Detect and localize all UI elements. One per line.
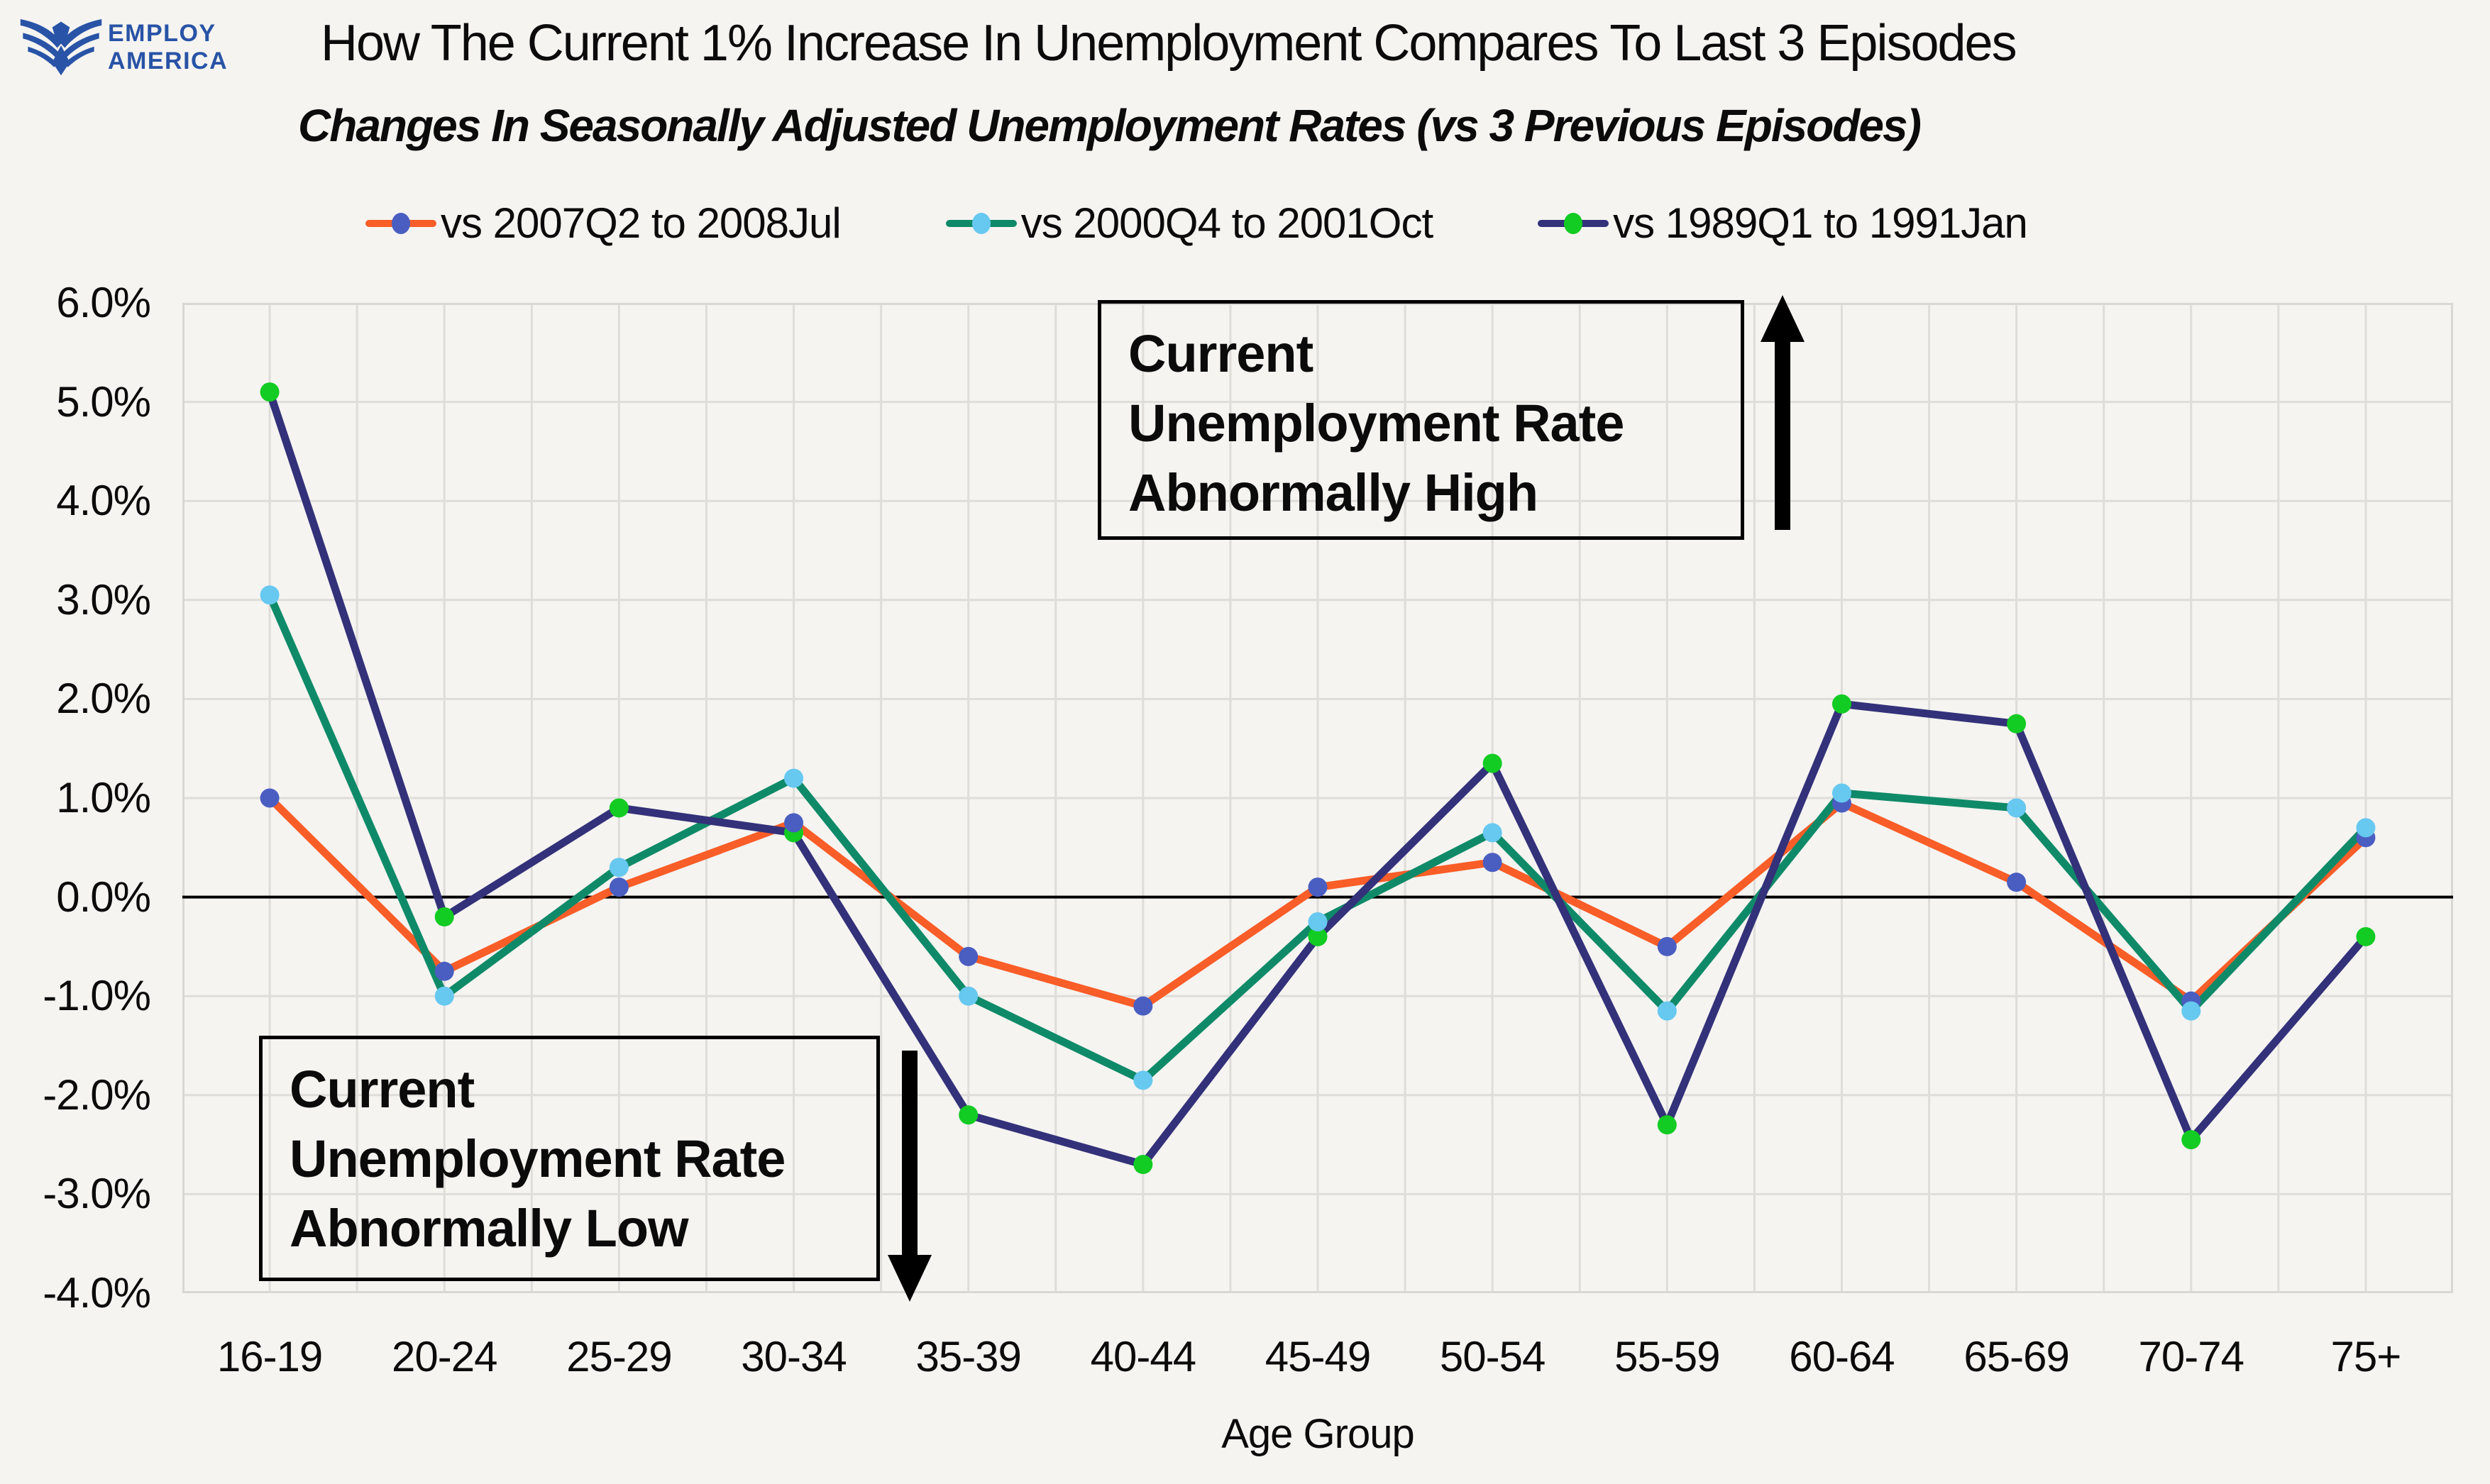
data-point <box>609 877 629 897</box>
data-point <box>2181 1130 2201 1150</box>
x-tick-label: 55-59 <box>1614 1333 1720 1380</box>
y-tick-label: -3.0% <box>43 1170 151 1218</box>
logo-line1: EMPLOY <box>108 20 216 47</box>
down-arrow-icon <box>888 1051 932 1302</box>
x-tick-label: 60-64 <box>1789 1333 1895 1380</box>
data-point <box>1657 936 1677 956</box>
y-tick-label: 0.0% <box>56 873 151 921</box>
data-point <box>434 907 454 927</box>
legend-swatch-icon <box>945 212 1017 234</box>
y-tick-label: 5.0% <box>56 377 151 426</box>
data-point <box>1482 823 1502 843</box>
legend-item-2000q4-2001oct[interactable]: vs 2000Q4 to 2001Oct <box>945 199 1433 248</box>
y-tick-label: 3.0% <box>56 575 151 624</box>
x-tick-label: 45-49 <box>1265 1333 1371 1380</box>
data-point <box>1133 1155 1153 1175</box>
data-point <box>2007 714 2027 733</box>
data-point <box>434 986 454 1006</box>
data-point <box>434 961 454 981</box>
annotation-line: Abnormally High <box>1128 463 1538 522</box>
data-point <box>260 788 280 808</box>
data-point <box>2181 1001 2201 1021</box>
data-point <box>1482 853 1502 873</box>
page-title: How The Current 1% Increase In Unemploym… <box>321 15 2017 72</box>
x-tick-label: 16-19 <box>216 1333 323 1380</box>
data-point <box>959 1105 979 1125</box>
data-point <box>609 798 629 818</box>
data-point <box>959 986 979 1006</box>
x-tick-label: 25-29 <box>566 1333 672 1380</box>
data-point <box>1308 926 1328 946</box>
data-point <box>784 813 804 833</box>
x-tick-label: 75+ <box>2330 1333 2402 1380</box>
x-tick-label: 50-54 <box>1439 1333 1546 1380</box>
employ-america-logo-icon <box>20 19 102 76</box>
data-point <box>1308 912 1328 931</box>
y-tick-label: 2.0% <box>56 675 151 723</box>
up-arrow-icon <box>1761 295 1805 530</box>
x-tick-label: 30-34 <box>741 1333 847 1380</box>
line-chart-plot <box>182 303 2453 1293</box>
data-point <box>1657 1001 1677 1021</box>
y-tick-label: -2.0% <box>43 1070 151 1119</box>
annotation-abnormally-low: Current Unemployment Rate Abnormally Low <box>259 1036 880 1281</box>
legend-swatch-icon <box>365 212 436 234</box>
x-tick-label: 70-74 <box>2138 1333 2244 1380</box>
data-point <box>260 585 280 605</box>
data-point <box>2356 818 2376 838</box>
data-point <box>1482 753 1502 773</box>
data-point <box>959 946 979 966</box>
y-tick-label: 6.0% <box>56 279 151 326</box>
data-point <box>609 858 629 877</box>
chart-legend: vs 2007Q2 to 2008Jul vs 2000Q4 to 2001Oc… <box>365 199 2028 248</box>
data-point <box>1308 877 1328 897</box>
x-tick-label: 40-44 <box>1090 1333 1196 1380</box>
legend-label: vs 1989Q1 to 1991Jan <box>1613 199 2028 247</box>
annotation-line: Current <box>290 1060 475 1119</box>
logo-line2: AMERICA <box>108 48 228 74</box>
x-tick-label: 20-24 <box>391 1333 497 1380</box>
legend-item-1989q1-1991jan[interactable]: vs 1989Q1 to 1991Jan <box>1538 199 2028 248</box>
x-axis-title: Age Group <box>1221 1411 1415 1457</box>
employ-america-logo-text: EMPLOY AMERICA <box>108 21 228 73</box>
annotation-line: Abnormally Low <box>290 1199 689 1258</box>
annotation-line: Unemployment Rate <box>1128 394 1624 453</box>
data-point <box>260 382 280 402</box>
legend-swatch-icon <box>1538 212 1609 234</box>
data-point <box>1831 694 1851 714</box>
data-point <box>1133 1070 1153 1090</box>
legend-label: vs 2007Q2 to 2008Jul <box>441 199 842 247</box>
x-tick-label: 35-39 <box>915 1333 1021 1380</box>
y-tick-label: -4.0% <box>43 1269 151 1317</box>
chart-subtitle: Changes In Seasonally Adjusted Unemploym… <box>298 100 1922 151</box>
legend-label: vs 2000Q4 to 2001Oct <box>1020 199 1433 247</box>
x-tick-label: 65-69 <box>1963 1333 2069 1380</box>
data-point <box>784 768 804 788</box>
y-tick-label: -1.0% <box>43 972 151 1020</box>
data-point <box>1657 1115 1677 1135</box>
y-tick-label: 4.0% <box>56 477 151 525</box>
annotation-line: Current <box>1128 324 1313 383</box>
data-point <box>1831 783 1851 803</box>
data-point <box>1133 996 1153 1016</box>
data-point <box>2007 798 2027 818</box>
data-point <box>2356 926 2376 946</box>
legend-item-2007q2-2008jul[interactable]: vs 2007Q2 to 2008Jul <box>365 199 842 248</box>
annotation-line: Unemployment Rate <box>290 1129 786 1188</box>
data-point <box>2007 873 2027 892</box>
y-tick-label: 1.0% <box>56 774 151 821</box>
plot-border <box>182 303 2453 1293</box>
annotation-abnormally-high: Current Unemployment Rate Abnormally Hig… <box>1098 300 1744 540</box>
